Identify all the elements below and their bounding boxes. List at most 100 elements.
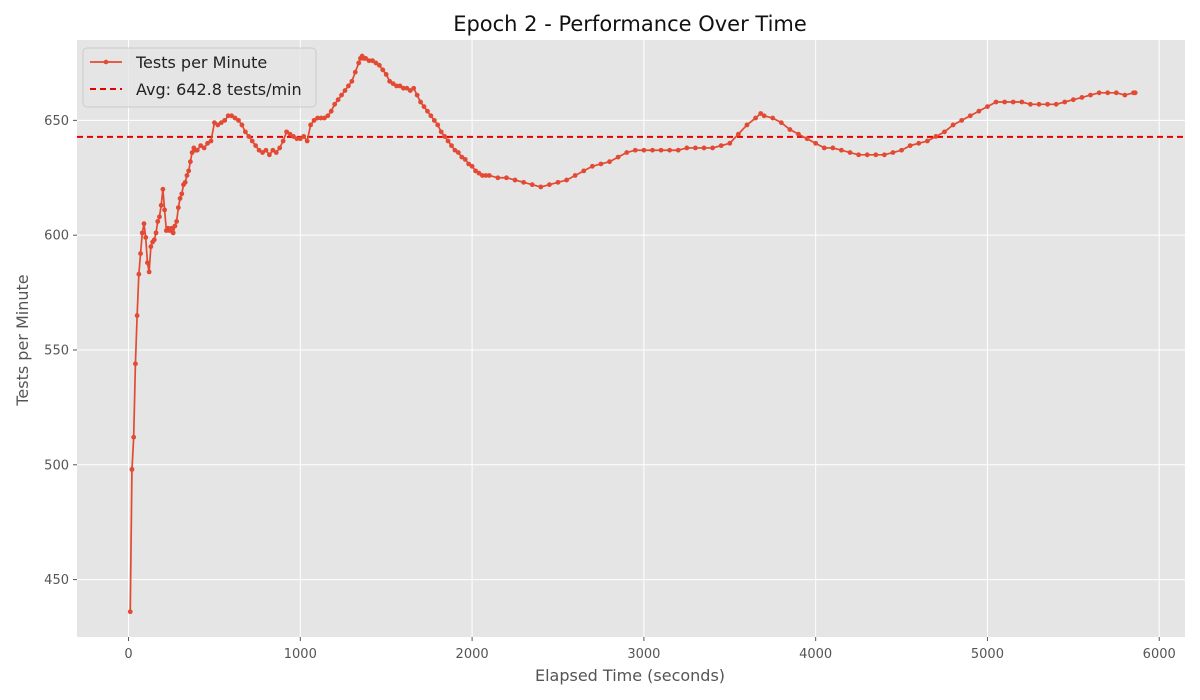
data-point — [242, 129, 248, 135]
y-axis-label: Tests per Minute — [13, 274, 32, 406]
data-point — [890, 150, 896, 155]
data-point — [985, 104, 990, 109]
data-point — [710, 145, 715, 151]
data-point — [131, 434, 137, 440]
data-point — [1036, 101, 1042, 107]
data-point — [127, 609, 133, 615]
data-point — [435, 122, 441, 128]
data-point — [758, 111, 764, 116]
data-point — [839, 147, 844, 153]
data-point — [246, 134, 252, 139]
data-point — [572, 173, 578, 178]
data-point — [950, 122, 956, 128]
data-point — [201, 145, 207, 151]
data-point — [253, 143, 259, 149]
data-point — [473, 168, 478, 174]
data-point — [675, 147, 681, 153]
data-point — [813, 140, 819, 146]
data-point — [469, 163, 475, 169]
data-point — [529, 182, 535, 188]
data-point — [397, 83, 403, 89]
data-point — [291, 134, 296, 139]
data-point — [1088, 92, 1093, 98]
y-tick-label: 450 — [44, 573, 69, 588]
data-point — [218, 120, 224, 126]
data-point — [373, 60, 379, 66]
data-point — [146, 269, 152, 275]
data-point — [727, 140, 733, 146]
data-point — [157, 214, 162, 220]
x-axis-label: Elapsed Time (seconds) — [535, 666, 725, 685]
data-point — [993, 99, 999, 105]
data-point — [924, 138, 930, 144]
data-point — [194, 147, 200, 153]
data-point — [387, 78, 393, 84]
data-point — [284, 129, 289, 135]
data-point — [260, 150, 265, 155]
data-point — [143, 235, 149, 240]
data-point — [1132, 90, 1138, 96]
data-point — [564, 177, 569, 183]
data-point — [1045, 101, 1050, 107]
data-point — [151, 237, 157, 243]
data-point — [480, 173, 485, 178]
data-point — [856, 152, 862, 158]
data-point — [182, 179, 188, 185]
data-point — [1053, 101, 1059, 107]
data-point — [349, 78, 355, 84]
data-point — [438, 129, 444, 135]
data-point — [907, 143, 913, 149]
data-point — [155, 219, 161, 224]
data-point — [174, 219, 180, 224]
data-point — [864, 152, 870, 158]
y-tick-label: 600 — [44, 229, 69, 244]
data-point — [1079, 95, 1085, 100]
data-point — [332, 101, 338, 107]
data-point — [787, 127, 793, 132]
x-tick-label: 2000 — [456, 647, 489, 662]
data-point — [1070, 97, 1076, 103]
data-point — [179, 191, 185, 197]
data-point — [598, 161, 604, 167]
data-point — [136, 271, 142, 277]
data-point — [287, 131, 293, 137]
data-point — [916, 140, 922, 146]
data-point — [356, 60, 362, 66]
data-point — [236, 117, 241, 123]
data-point — [186, 168, 192, 174]
data-point — [273, 150, 279, 155]
data-point — [148, 244, 154, 250]
data-point — [267, 152, 272, 158]
data-point — [976, 108, 982, 114]
data-point — [328, 108, 334, 114]
legend-series-label: Tests per Minute — [135, 53, 267, 72]
data-point — [256, 147, 262, 153]
data-point — [352, 69, 358, 75]
data-point — [581, 168, 587, 174]
grid — [77, 40, 1185, 637]
data-point — [418, 99, 423, 105]
data-point — [641, 147, 647, 153]
data-point — [315, 115, 320, 121]
data-point — [145, 260, 150, 266]
data-point — [232, 115, 238, 121]
data-point — [428, 113, 434, 119]
data-point — [229, 113, 235, 119]
data-point — [153, 230, 159, 236]
data-point — [370, 58, 375, 64]
data-point — [172, 223, 178, 229]
data-point — [421, 104, 427, 109]
data-point — [486, 173, 492, 178]
data-point — [177, 196, 183, 201]
data-point — [376, 62, 382, 68]
data-point — [301, 134, 307, 139]
data-point — [294, 136, 300, 142]
data-point — [198, 143, 204, 149]
y-tick-label: 550 — [44, 343, 69, 358]
data-point — [462, 157, 468, 162]
data-point — [133, 361, 138, 367]
data-point — [718, 143, 724, 149]
data-point — [184, 173, 190, 178]
data-point — [141, 221, 147, 227]
data-point — [881, 152, 887, 158]
